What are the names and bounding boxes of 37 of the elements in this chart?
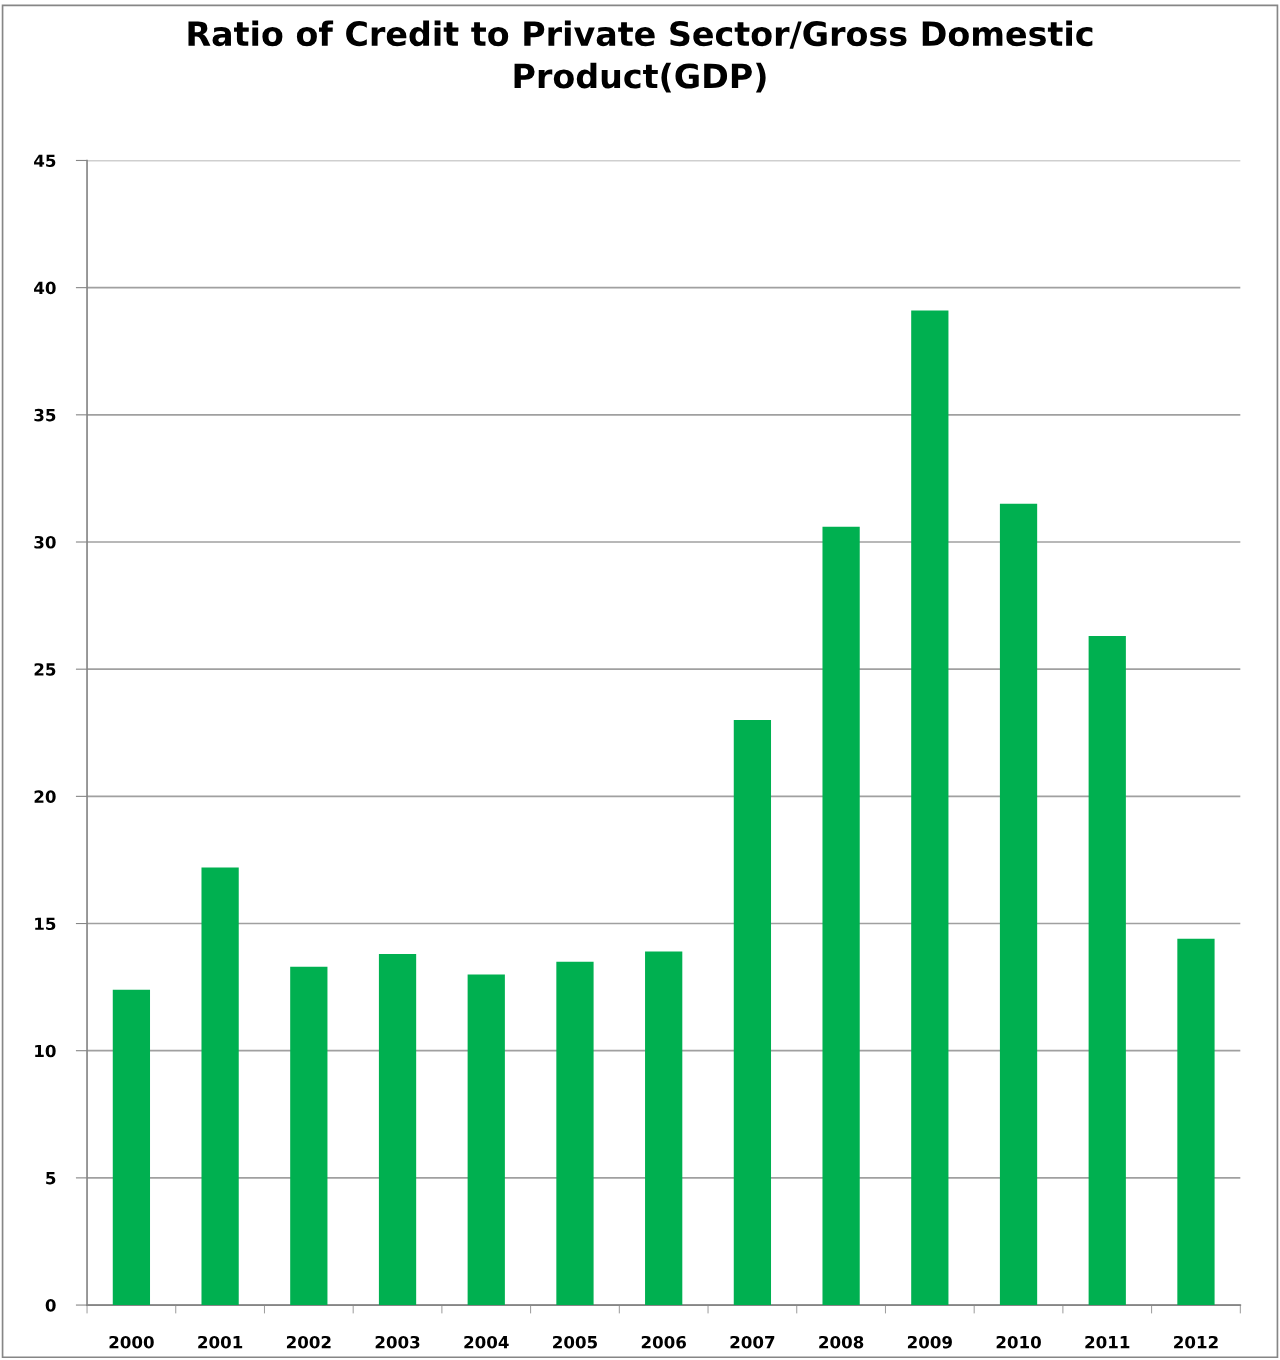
bar: [201, 867, 239, 1306]
x-tick-label: 2011: [1085, 1335, 1130, 1349]
chart-title: Ratio of Credit to Private Sector/Gross Domestic Product(GDP): [188, 20, 1093, 93]
bar: [290, 966, 328, 1306]
x-tick-label: 2006: [641, 1335, 686, 1349]
x-tick-label: 2001: [198, 1335, 243, 1349]
x-tick-label: 2004: [464, 1335, 509, 1349]
bar: [822, 526, 860, 1306]
y-tick-label: 25: [34, 663, 56, 676]
x-tick-label: 2000: [109, 1335, 154, 1349]
bar: [733, 720, 772, 1306]
y-tick-label: 45: [34, 154, 56, 168]
x-tick-label: 2005: [553, 1335, 597, 1349]
y-tick-label: 10: [35, 1044, 56, 1058]
bar: [999, 503, 1038, 1306]
x-tick-label: 2010: [996, 1335, 1041, 1349]
x-tick-label: 2003: [375, 1335, 420, 1349]
bar: [1177, 938, 1215, 1306]
y-tick-label: 40: [34, 281, 56, 295]
bar: [911, 310, 949, 1306]
bar: [556, 961, 594, 1306]
x-tick-label: 2002: [286, 1335, 331, 1349]
x-tick-label: 2009: [907, 1335, 952, 1349]
y-tick-label: 0: [45, 1299, 56, 1312]
y-tick-label: 30: [34, 535, 56, 549]
y-tick-label: 35: [34, 408, 56, 422]
x-tick-label: 2008: [819, 1335, 864, 1349]
x-tick-label: 2012: [1174, 1335, 1218, 1349]
bar: [467, 974, 505, 1306]
x-tick-label: 2007: [730, 1335, 775, 1349]
bar: [1088, 636, 1126, 1306]
y-tick-label: 15: [35, 917, 56, 931]
y-tick-label: 20: [34, 790, 56, 803]
bar: [378, 954, 417, 1306]
bar: [112, 989, 151, 1306]
y-tick-label: 5: [46, 1172, 56, 1185]
bar: [645, 951, 683, 1306]
